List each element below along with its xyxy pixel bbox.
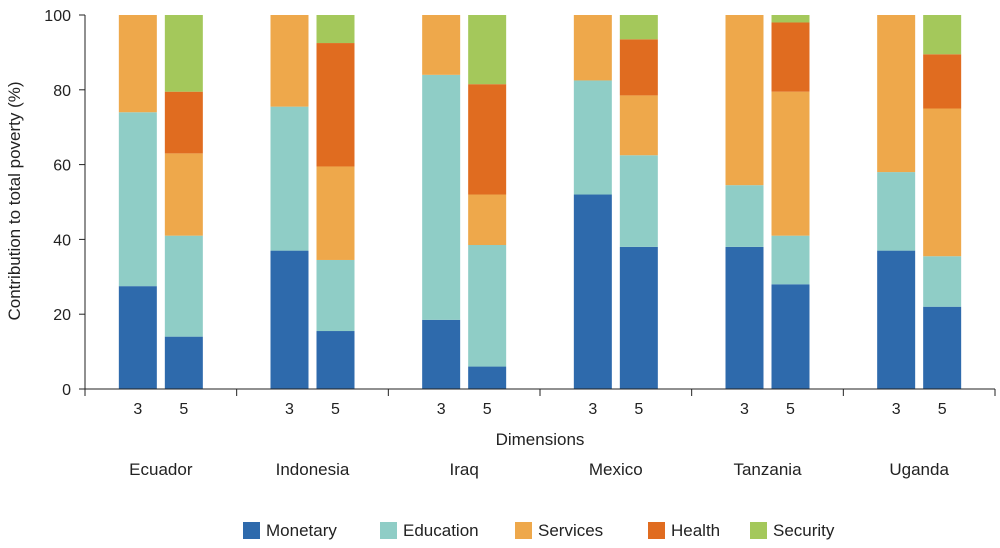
- x-tick-label: 5: [331, 401, 340, 418]
- bar-segment-education: [270, 106, 309, 251]
- bar-segment-security: [468, 15, 507, 85]
- country-label: Tanzania: [733, 460, 802, 479]
- y-tick-label: 40: [53, 232, 71, 249]
- bar-segment-services: [422, 15, 461, 75]
- bar-segment-monetary: [573, 194, 612, 389]
- bar-segment-monetary: [468, 366, 507, 389]
- x-tick-label: 3: [437, 401, 446, 418]
- bar-segment-security: [316, 15, 355, 44]
- x-tick-label: 5: [786, 401, 795, 418]
- x-tick-label: 3: [133, 401, 142, 418]
- x-tick-label: 5: [634, 401, 643, 418]
- bar-segment-services: [877, 15, 916, 173]
- bar-segment-monetary: [164, 336, 203, 389]
- bar-segment-monetary: [316, 331, 355, 389]
- bar-segment-monetary: [725, 246, 764, 389]
- bar-segment-education: [422, 74, 461, 320]
- bar-segment-services: [923, 108, 962, 257]
- x-tick-label: 3: [588, 401, 597, 418]
- bar-segment-health: [619, 39, 658, 96]
- axes-layer: 3 5 Ecuador 3 5 Indonesia 3 5 Iraq 3 5 Mexico 3 5 Tanz…: [44, 8, 996, 479]
- bar-segment-monetary: [118, 286, 157, 389]
- legend-swatch-health: [648, 522, 665, 539]
- bar-segment-education: [877, 172, 916, 251]
- bar-segment-health: [468, 84, 507, 195]
- x-tick-label: 3: [892, 401, 901, 418]
- legend-swatch-security: [750, 522, 767, 539]
- legend-label-security: Security: [773, 521, 835, 540]
- bar-segment-security: [771, 15, 810, 23]
- bar-segment-monetary: [923, 306, 962, 389]
- x-tick-label: 5: [483, 401, 492, 418]
- bar-segment-security: [164, 15, 203, 92]
- bar-segment-education: [573, 80, 612, 195]
- bar-segment-education: [316, 259, 355, 332]
- bar-segment-education: [164, 235, 203, 337]
- bar-segment-education: [923, 256, 962, 307]
- bar-segment-health: [771, 22, 810, 92]
- bar-segment-monetary: [270, 250, 309, 389]
- y-axis-label: Contribution to total poverty (%): [5, 81, 24, 320]
- bar-segment-services: [468, 194, 507, 246]
- legend-label-services: Services: [538, 521, 603, 540]
- x-tick-label: 3: [740, 401, 749, 418]
- legend-swatch-education: [380, 522, 397, 539]
- legend-label-monetary: Monetary: [266, 521, 337, 540]
- bar-segment-services: [725, 15, 764, 186]
- x-tick-label: 5: [179, 401, 188, 418]
- legend-swatch-monetary: [243, 522, 260, 539]
- country-label: Indonesia: [276, 460, 350, 479]
- bar-segment-education: [619, 155, 658, 247]
- bar-segment-education: [771, 235, 810, 285]
- bar-segment-monetary: [619, 246, 658, 389]
- bar-segment-services: [118, 15, 157, 113]
- y-tick-label: 80: [53, 83, 71, 100]
- bar-segment-services: [270, 15, 309, 107]
- bar-segment-services: [573, 15, 612, 81]
- bars-layer: [118, 15, 962, 389]
- x-tick-label: 3: [285, 401, 294, 418]
- bar-segment-services: [316, 166, 355, 260]
- bar-segment-services: [164, 153, 203, 236]
- x-axis-label: Dimensions: [496, 430, 585, 449]
- bar-segment-health: [164, 91, 203, 154]
- bar-segment-health: [316, 43, 355, 167]
- country-label: Ecuador: [129, 460, 193, 479]
- bar-segment-monetary: [771, 284, 810, 389]
- bar-segment-services: [619, 95, 658, 156]
- bar-segment-education: [468, 245, 507, 367]
- y-tick-label: 20: [53, 307, 71, 324]
- x-tick-label: 5: [938, 401, 947, 418]
- bar-segment-health: [923, 54, 962, 109]
- bar-segment-monetary: [422, 319, 461, 389]
- legend-label-education: Education: [403, 521, 479, 540]
- y-tick-label: 100: [44, 8, 71, 25]
- y-tick-label: 0: [62, 382, 71, 399]
- bar-segment-security: [923, 15, 962, 55]
- legend-swatch-services: [515, 522, 532, 539]
- country-label: Uganda: [889, 460, 949, 479]
- bar-segment-services: [771, 91, 810, 236]
- bar-segment-monetary: [877, 250, 916, 389]
- country-label: Mexico: [589, 460, 643, 479]
- bar-segment-security: [619, 15, 658, 40]
- legend: Monetary Education Services Health Security: [243, 521, 835, 540]
- bar-segment-education: [725, 185, 764, 247]
- bar-segment-education: [118, 112, 157, 287]
- country-label: Iraq: [450, 460, 479, 479]
- y-tick-label: 60: [53, 158, 71, 175]
- legend-label-health: Health: [671, 521, 720, 540]
